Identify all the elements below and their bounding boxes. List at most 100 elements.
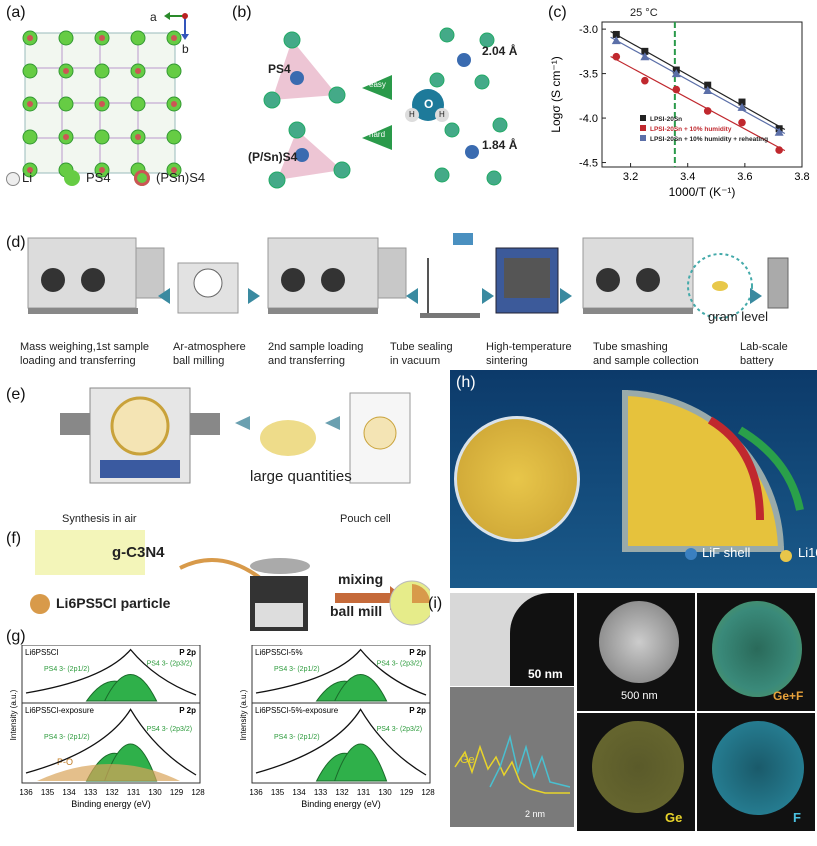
legend-marker [640,135,646,141]
xps-tick-label: 129 [400,788,414,797]
step-3: 2nd sample loading and transferring [268,341,364,367]
map-ge-f: Ge+F [697,593,815,711]
axis-indicator [164,12,189,40]
x-tick-label: 3.2 [623,171,638,183]
peak-label-2: PS4 3- (2p3/2) [147,726,193,733]
arrow-easy-icon [362,75,392,100]
atom-p [171,35,177,41]
x-tick-label: 3.6 [737,171,752,183]
subpanel-title: Li6PS5Cl [25,648,59,657]
xps-tick-label: 130 [148,788,162,797]
xps-tick-label: 134 [62,788,76,797]
panel-h-image: (h) LiF shell Li10GeP2S12 [450,370,817,588]
data-point [612,52,621,61]
p2p-label: P 2p [179,648,196,657]
xps-tick-label: 135 [41,788,55,797]
atom-p [135,134,141,140]
atom-s [130,96,146,112]
lgps-icon [780,550,792,562]
panel-d-label: (d) [6,234,26,251]
peak-label-1: PS4 3- (2p1/2) [44,666,90,673]
psn-icon [134,170,150,186]
fit-envelope [255,708,427,776]
x-tick-label: 3.4 [680,171,695,183]
step-5: High-temperature sintering [486,341,572,367]
panel-c-label: (c) [548,4,567,21]
conductivity-chart: 3.2 3.4 3.6 3.8 -3.0 -3.5 -4.0 -4.5 LPSI-20Sn LPS… [549,21,810,199]
data-point [704,81,712,89]
xps-x-label: Binding energy (eV) [71,799,151,809]
xps-tick-label: 128 [421,788,435,797]
data-point [775,146,783,154]
p2p-label: P 2p [409,648,426,657]
axis-b-label: b [182,42,189,56]
hrtem-image: Ge 2 nm [450,687,574,827]
data-point [671,69,681,78]
atom-s [94,63,110,79]
atom-p [171,101,177,107]
legend-text: LPSI-20Sn + 10% humidity + reheating [650,136,768,143]
axis-a-label: a [150,10,157,24]
synthesis-label: Synthesis in air [62,513,137,525]
legend-li: Li [22,170,33,185]
map-ge-f-label: Ge+F [773,689,804,703]
ps4-icon [64,170,80,186]
peak-label-1: PS4 3- (2p1/2) [274,666,320,673]
diffusion-arrows-icon [707,416,804,521]
atom-s [166,63,182,79]
data-point [703,85,713,94]
data-point [611,36,621,45]
subpanel-title: Li6PS5Cl-5%-exposure [255,706,339,715]
mixing-label: mixing [338,571,384,587]
subpanel-title: Li6PS5Cl-exposure [25,706,94,715]
ball-mill-label: ball mill [330,603,383,619]
atom-p [99,167,105,173]
p2p-label: P 2p [179,706,196,715]
peak-2p3-2 [333,743,388,782]
oxygen-label: O [424,97,434,111]
peak-2p3-2 [103,673,158,702]
data-point [703,107,712,115]
p2p-label: P 2p [409,706,426,715]
lgps-label: Li10GeP2S12 [798,546,817,560]
ball-mill-illustration [179,558,430,631]
panel-f-label: (f) [6,530,22,547]
legend-a: Li PS4 (PSn)S4 [6,170,216,190]
atom-p [63,68,69,74]
atom-s [130,30,146,46]
g-c3n4-sheet [35,530,145,575]
x-axis-label: 1000/T (K⁻¹) [669,185,736,199]
panel-g-label: (g) [6,628,26,645]
legend-marker [640,115,646,121]
map-f-label: F [793,810,801,825]
data-point [641,47,649,55]
lif-icon [685,548,697,560]
fit-line-0 [610,30,786,131]
y-tick-label: -3.0 [579,24,598,36]
x-tick-label: 3.8 [794,171,809,183]
xps-tick-label: 129 [170,788,184,797]
atom-p [27,101,33,107]
ge-profile-plot [454,734,571,794]
peak-2p3-2 [333,673,388,702]
xps-tick-label: 128 [191,788,205,797]
fit-envelope [255,648,427,696]
synthesis-illustration-e [60,387,411,484]
data-point [672,85,681,94]
peak-label-2: PS4 3- (2p3/2) [147,660,193,667]
map-f: F [697,713,815,831]
legend-text: LPSI-20Sn + 10% humidity [650,126,732,133]
peak-label-1: PS4 3- (2p1/2) [44,734,90,741]
xps-spectra-g: Li6PS5Cl P 2p PS4 3- (2p1/2) PS4 3- (2p3/2)… [0,644,445,841]
workflow-d: gram level Mass weighing,1st sample loadi… [8,228,808,376]
panel-b-label: (b) [232,4,252,21]
ge-profile-label: Ge [460,754,475,766]
atom-s [22,63,38,79]
fit-line-2 [610,36,786,135]
particle-label: Li6PS5Cl particle [56,595,171,611]
atom-p [63,134,69,140]
atom-p [27,35,33,41]
hydrogen-label-2: H [439,110,445,119]
xps-y-label: Intensity (a.u.) [9,689,18,740]
xps-tick-label: 133 [314,788,328,797]
